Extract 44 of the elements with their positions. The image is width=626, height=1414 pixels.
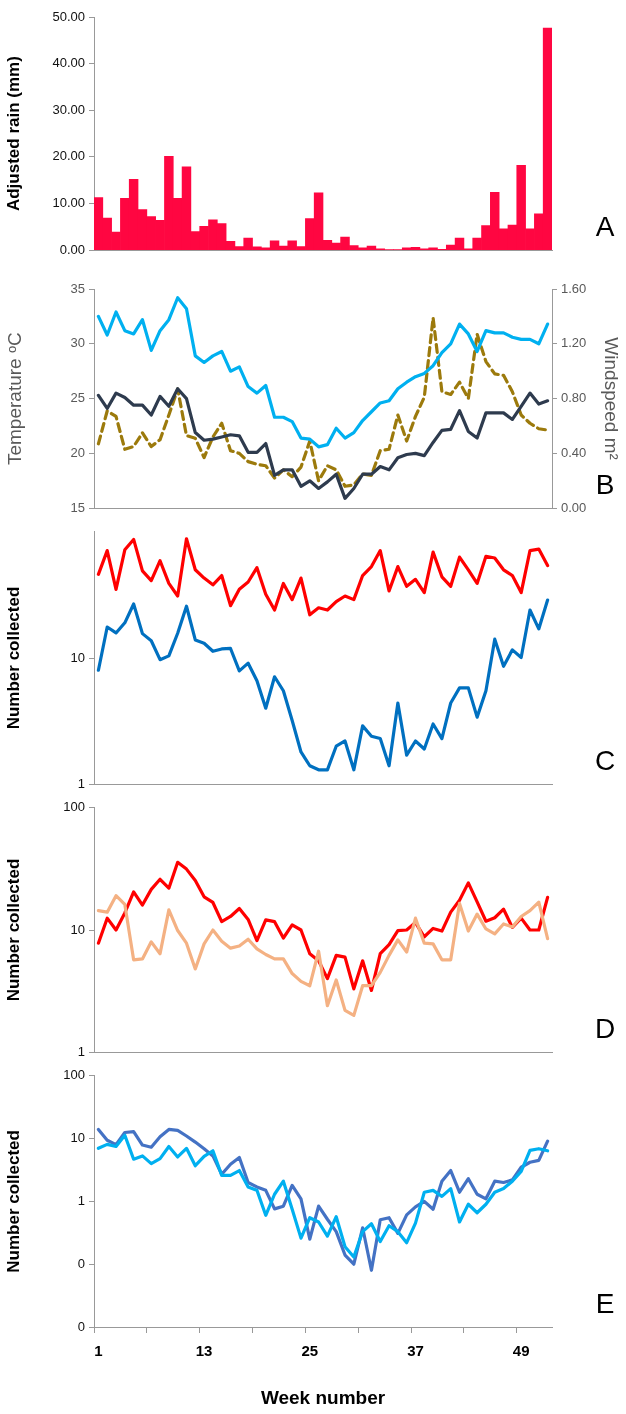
text: E (595, 1287, 615, 1319)
y-axis-title: Adjusted rain (mm) (3, 56, 23, 212)
y-tick-label: 25 (70, 390, 85, 406)
x-tick-label: 25 (301, 1342, 319, 1360)
y2-tick-label: 1.20 (561, 335, 587, 351)
y-tick-label: 30 (70, 335, 85, 351)
y-tick-label: 50.00 (52, 8, 85, 24)
y-tick-label: 20.00 (52, 148, 85, 164)
x-tick-label: 1 (94, 1342, 103, 1360)
y-tick-label: 0 (77, 1318, 85, 1334)
y-tick-label: 10 (70, 649, 85, 665)
text: A (595, 210, 615, 242)
text: B (595, 468, 615, 500)
y-tick-label: 35 (70, 280, 85, 296)
y-tick-label: 100 (63, 799, 85, 815)
y-tick-label: 40.00 (52, 55, 85, 71)
y-axis-title: Number collected (3, 858, 23, 1002)
y-tick-label: 10 (70, 1130, 85, 1146)
y-tick-label: 10 (70, 921, 85, 937)
y-tick-label: 30.00 (52, 101, 85, 117)
y2-tick-label: 0.00 (561, 499, 587, 515)
y-tick-label: 1 (77, 1192, 85, 1208)
x-tick-label: 49 (512, 1342, 530, 1360)
y-tick-label: 0 (77, 1255, 85, 1271)
y-tick-label: 20 (70, 444, 85, 460)
y2-tick-label: 0.40 (561, 444, 587, 460)
y-axis-title: Number collected (3, 1130, 23, 1273)
y-axis-title: Number collected (3, 586, 23, 730)
y2-tick-label: 0.80 (561, 390, 587, 406)
y-tick-label: 15 (70, 499, 85, 515)
y-tick-label: 1 (77, 1043, 85, 1059)
x-tick-label: 13 (195, 1342, 213, 1360)
y2-axis-title: Windspeed m² (601, 337, 623, 460)
x-axis-title: Week number (260, 1386, 386, 1408)
y-tick-label: 10.00 (52, 195, 85, 211)
y-tick-label: 100 (63, 1067, 85, 1083)
y2-tick-label: 1.60 (561, 280, 587, 296)
text: D (594, 1012, 616, 1044)
y-tick-label: 1 (77, 775, 85, 791)
line-series (96, 316, 550, 488)
text: C (594, 744, 616, 776)
y-axis-title: Temperature ᵒC (3, 332, 25, 466)
y-tick-label: 0.00 (59, 241, 85, 257)
x-tick-label: 37 (407, 1342, 424, 1360)
